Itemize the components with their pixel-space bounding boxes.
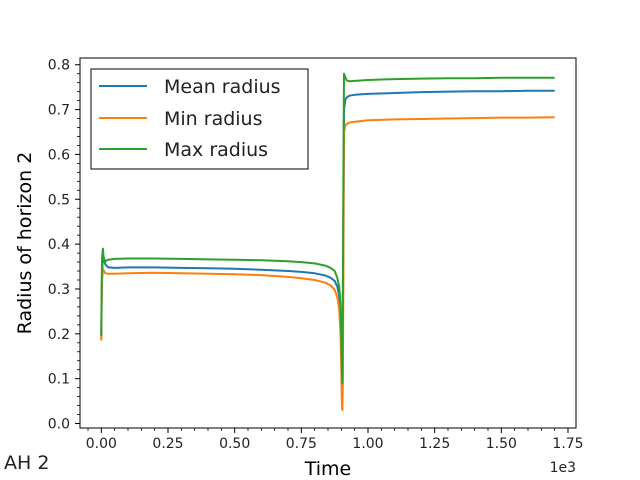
x-tick-label: 1.50 [486, 436, 517, 452]
series-line-max-radius [100, 72, 555, 385]
y-tick-label: 0.3 [48, 282, 70, 298]
y-tick-label: 0.7 [48, 103, 70, 119]
y-tick-label: 0.4 [48, 237, 70, 253]
x-tick-label: 1.25 [419, 436, 450, 452]
x-tick-label: 0.75 [286, 436, 317, 452]
legend-label-2: Max radius [164, 139, 268, 161]
x-tick-label: 0.00 [86, 436, 117, 452]
series-line-mean-radius [100, 89, 555, 389]
x-tick-label: 0.50 [219, 436, 250, 452]
y-axis-label: Radius of horizon 2 [14, 152, 36, 335]
y-tick-label: 0.5 [48, 192, 70, 208]
series-line-min-radius [100, 116, 555, 412]
y-tick-label: 0.6 [48, 147, 70, 163]
figure-label: AH 2 [4, 452, 50, 474]
legend-label-1: Min radius [164, 108, 263, 130]
ticks-layer: 0.00 0.25 0.50 0.75 1.00 1.25 1.50 1.75 0.0 0.1 0.… [48, 58, 584, 452]
y-tick-label: 0.1 [48, 372, 70, 388]
x-tick-label: 1.00 [352, 436, 383, 452]
legend-label-0: Mean radius [164, 76, 281, 98]
plot-frame [79, 57, 577, 429]
x-axis-label: Time [304, 458, 352, 480]
x-tick-label: 1.75 [552, 436, 583, 452]
y-tick-label: 0.2 [48, 327, 70, 343]
x-scale-label: 1e3 [550, 460, 576, 476]
series-layer [100, 72, 555, 412]
y-tick-label: 0.8 [48, 58, 70, 74]
legend: Mean radius Min radius Max radius [90, 68, 309, 170]
x-tick-label: 0.25 [152, 436, 183, 452]
y-tick-label: 0.0 [48, 417, 70, 433]
